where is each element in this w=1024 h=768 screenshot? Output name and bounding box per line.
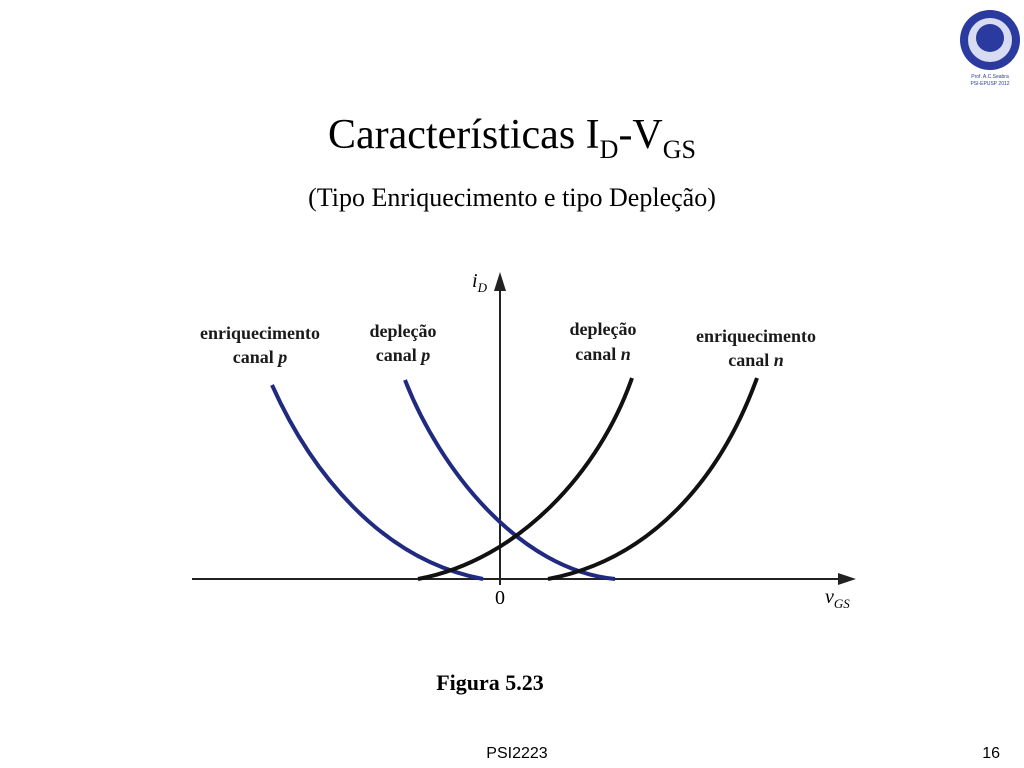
curve-label-var: n (621, 344, 631, 364)
title: Características ID-VGS (328, 112, 696, 164)
title-text: -V (618, 112, 662, 158)
page-number: 16 (982, 745, 1000, 762)
curve-label-var: p (276, 347, 287, 367)
axis-symbol: v (825, 586, 834, 608)
curve-label: enriquecimento (200, 323, 320, 343)
footer-course: PSI2223 (486, 745, 547, 762)
title-subscript: D (600, 135, 619, 164)
x-axis-label: vGS (825, 586, 850, 611)
curve-label-text: canal (728, 350, 769, 370)
curve-label: canal p (376, 345, 431, 365)
y-axis-label: iD (472, 270, 488, 295)
curve-label-var: n (774, 350, 784, 370)
origin-label: 0 (495, 587, 505, 609)
curve-label: depleção (370, 321, 437, 341)
curve-label: canal p (233, 347, 288, 367)
curve-label-text: canal (575, 344, 616, 364)
axis-subscript: D (477, 280, 488, 295)
curve-label-text: canal (376, 345, 417, 365)
title-text: Características I (328, 112, 600, 158)
logo: Prof. A.C.Seabra PSI-EPUSP 2012 (960, 10, 1020, 87)
curve-label: depleção (570, 319, 637, 339)
title-subscript: GS (663, 135, 696, 164)
logo-figure (976, 24, 1004, 52)
logo-text: Prof. A.C.Seabra (971, 74, 1009, 80)
axis-symbol: i (472, 270, 478, 292)
x-arrow (838, 573, 856, 585)
axis-subscript: GS (834, 596, 850, 611)
caption: Figura 5.23 (436, 670, 544, 695)
diagram: iD vGS 0 enriquecimento canal p depleção… (192, 270, 856, 611)
curve-dep-n (417, 377, 634, 581)
curve-label: canal n (728, 350, 784, 370)
curve-label-var: p (419, 345, 430, 365)
subtitle: (Tipo Enriquecimento e tipo Depleção) (308, 183, 716, 212)
y-arrow (494, 272, 506, 291)
curve-enh-n (547, 377, 759, 581)
curve-enh-p (270, 384, 484, 581)
logo-text: PSI-EPUSP 2012 (970, 81, 1009, 87)
curve-label-text: canal (233, 347, 274, 367)
curve-label: canal n (575, 344, 631, 364)
curve-label: enriquecimento (696, 326, 816, 346)
